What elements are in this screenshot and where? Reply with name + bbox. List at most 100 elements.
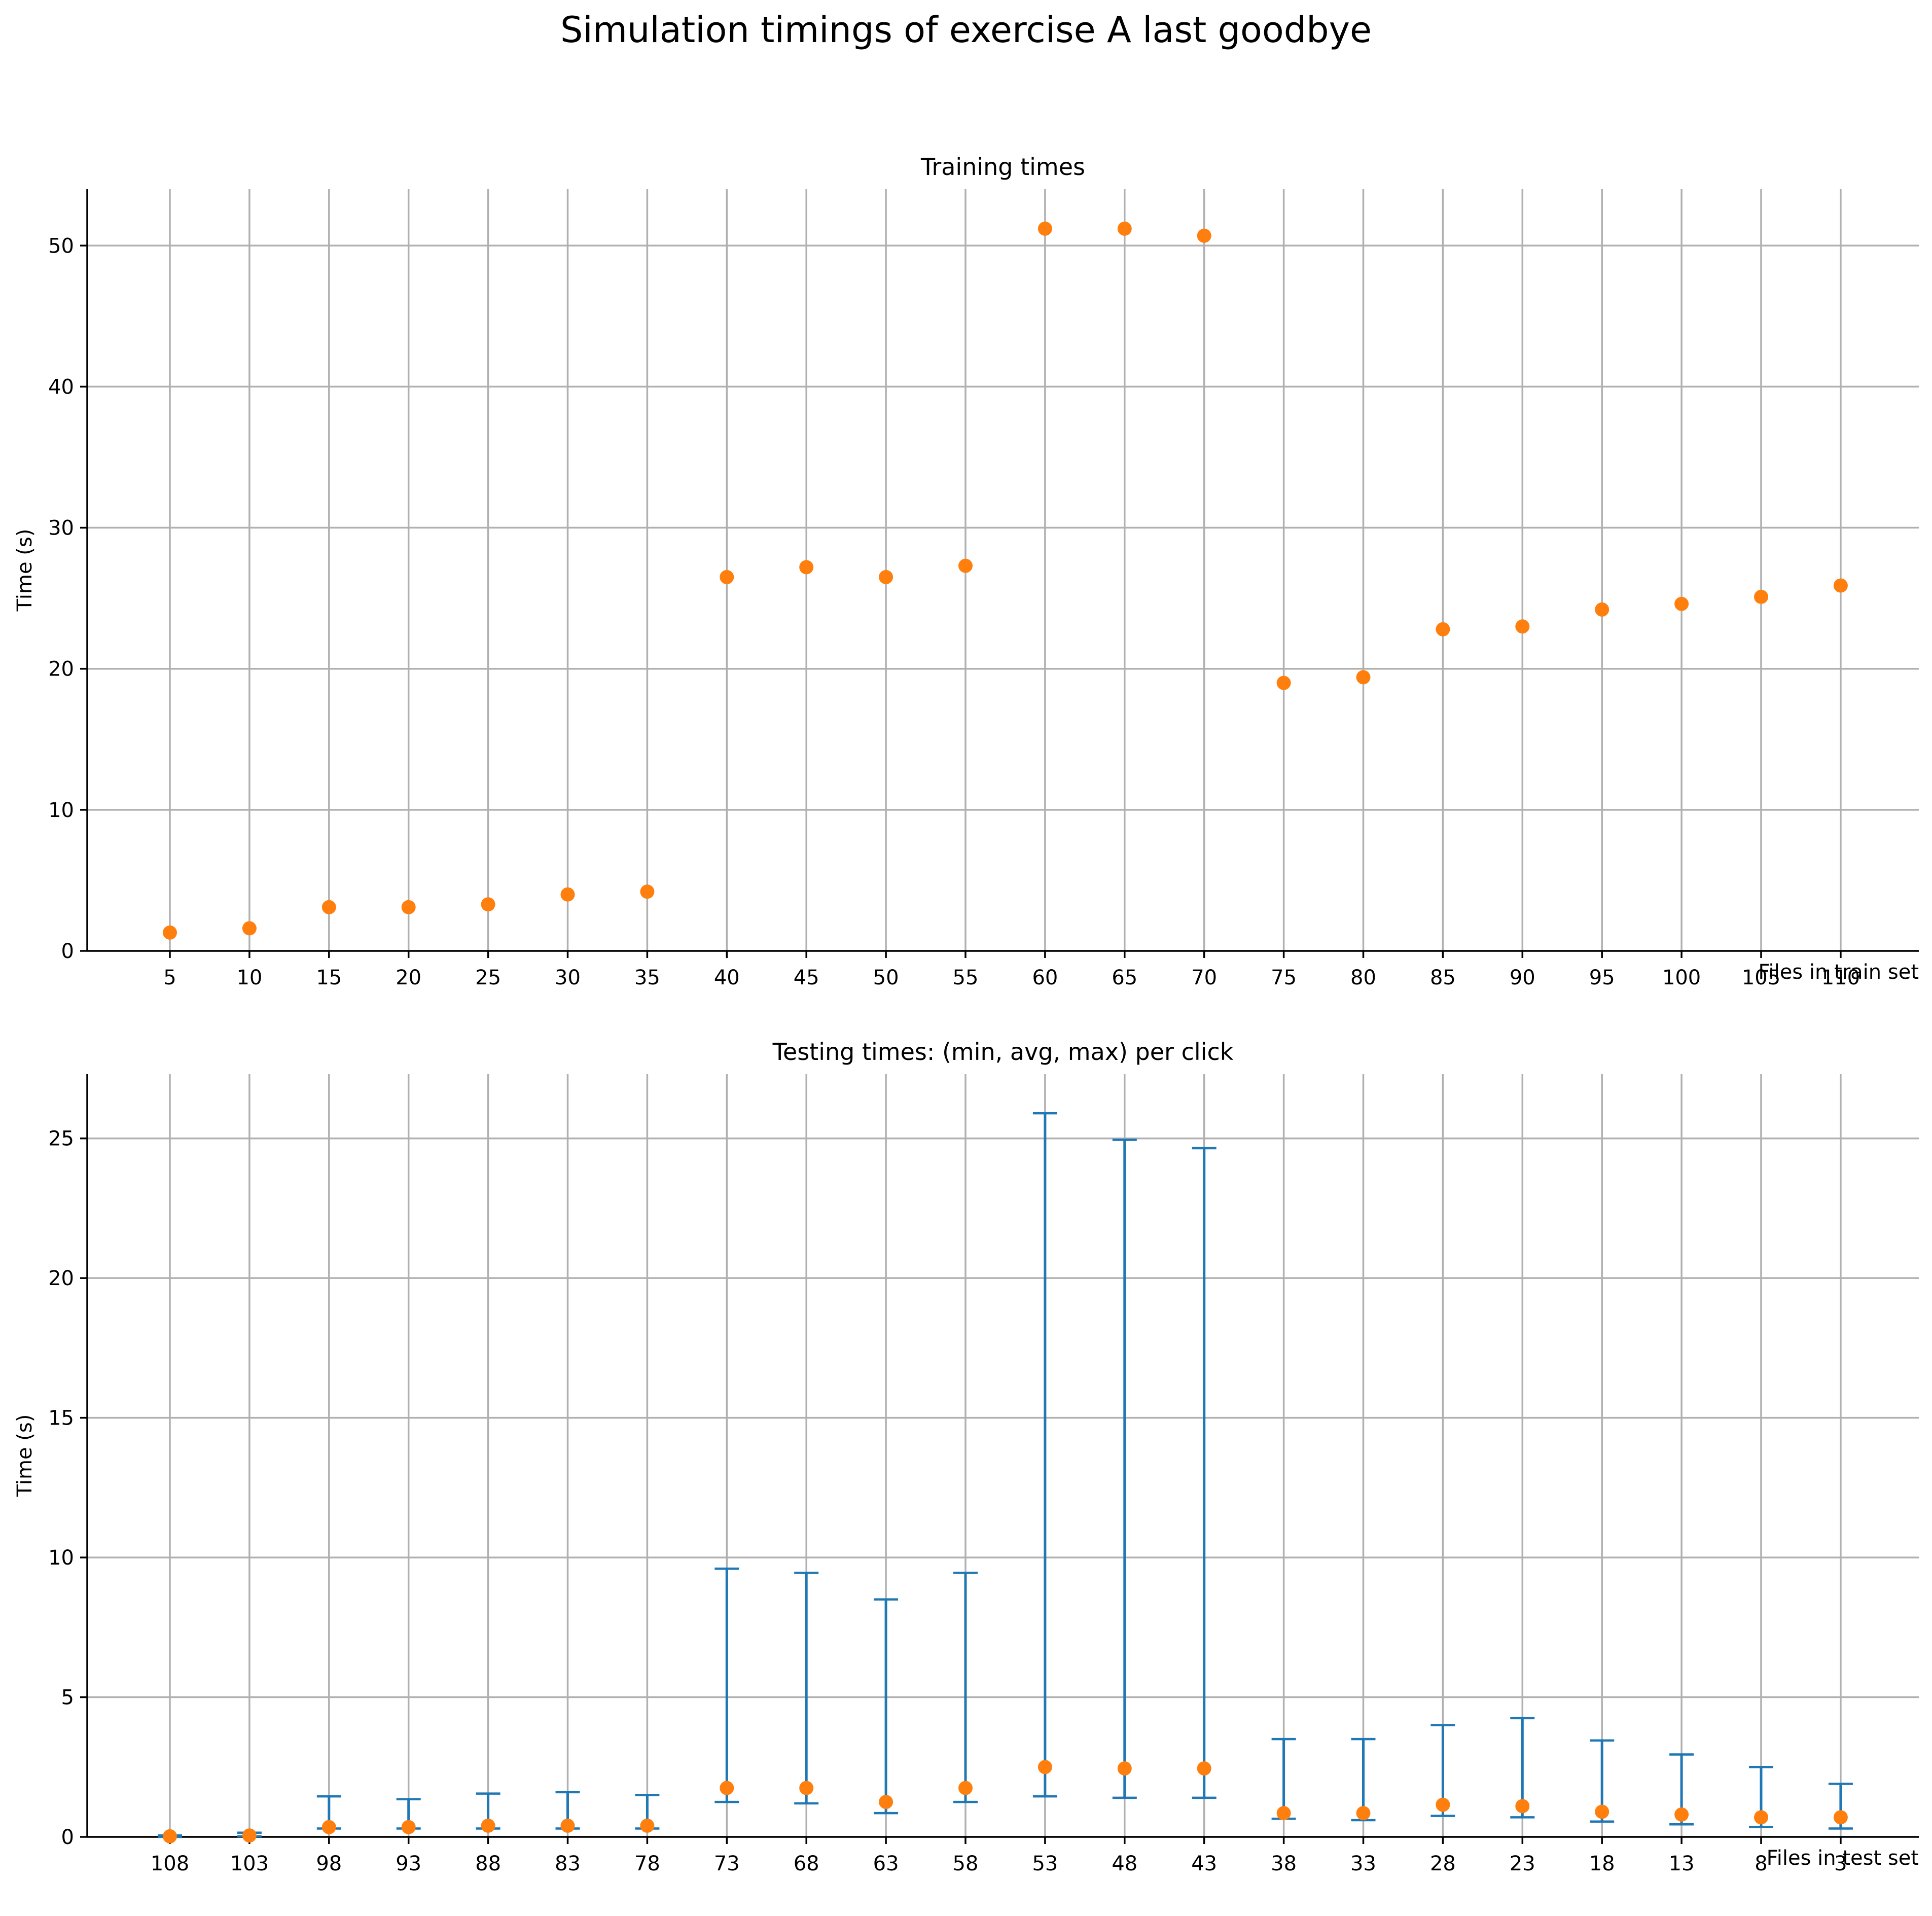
x-tick-label: 80 xyxy=(1350,966,1376,989)
x-tick-label: 35 xyxy=(634,966,660,989)
avg-point xyxy=(242,1828,257,1843)
x-tick-label: 110 xyxy=(1821,966,1860,989)
data-point xyxy=(481,897,495,912)
x-tick-label: 105 xyxy=(1742,966,1780,989)
data-point xyxy=(799,560,814,575)
data-point xyxy=(640,884,655,899)
x-tick-label: 70 xyxy=(1191,966,1217,989)
x-tick-label: 15 xyxy=(316,966,342,989)
avg-point xyxy=(879,1795,893,1809)
x-tick-label: 25 xyxy=(475,966,501,989)
avg-point xyxy=(321,1820,336,1834)
data-point xyxy=(720,570,734,584)
y-tick-label: 15 xyxy=(48,1407,74,1430)
x-tick-label: 13 xyxy=(1669,1852,1695,1875)
x-tick-label: 78 xyxy=(634,1852,660,1875)
x-tick-label: 53 xyxy=(1032,1852,1058,1875)
avg-point xyxy=(1754,1810,1768,1825)
y-axis-label: Time (s) xyxy=(13,529,37,612)
avg-point xyxy=(958,1781,973,1795)
data-point xyxy=(1197,228,1211,243)
data-point xyxy=(1595,602,1609,617)
x-tick-label: 10 xyxy=(236,966,262,989)
data-point xyxy=(1674,596,1689,611)
y-tick-label: 40 xyxy=(48,375,74,399)
x-tick-label: 93 xyxy=(396,1852,421,1875)
avg-point xyxy=(1595,1804,1609,1819)
avg-point xyxy=(799,1781,814,1795)
training-times-panel: 0 10 20 30 40 50 5 10 15 20 25 30 35 40 45 50 55 60 65 70 75… xyxy=(13,153,1919,989)
avg-point xyxy=(1833,1810,1848,1825)
avg-point xyxy=(163,1829,177,1843)
x-tick-label: 20 xyxy=(396,966,421,989)
data-point xyxy=(163,925,177,940)
data-point xyxy=(401,900,416,914)
data-point xyxy=(242,921,257,936)
x-tick-label: 100 xyxy=(1662,966,1701,989)
y-tick-label: 25 xyxy=(48,1127,74,1151)
avg-point xyxy=(560,1818,575,1833)
y-tick-label: 5 xyxy=(61,1686,74,1710)
data-point xyxy=(1356,670,1371,685)
data-point xyxy=(958,558,973,573)
avg-point xyxy=(720,1781,734,1795)
avg-point xyxy=(1674,1807,1689,1822)
x-tick-label: 33 xyxy=(1350,1852,1376,1875)
data-point xyxy=(1276,676,1291,690)
x-tick-label: 30 xyxy=(555,966,581,989)
x-tick-label: 50 xyxy=(873,966,899,989)
y-tick-label: 0 xyxy=(61,940,74,963)
x-axis-label: Files in train set xyxy=(1758,961,1919,984)
y-tick-label: 30 xyxy=(48,517,74,540)
avg-point xyxy=(1276,1806,1291,1821)
avg-point xyxy=(1197,1761,1211,1776)
x-tick-label: 28 xyxy=(1430,1852,1456,1875)
x-tick-label: 108 xyxy=(151,1852,189,1875)
x-tick-label: 75 xyxy=(1271,966,1297,989)
avg-point xyxy=(1356,1806,1371,1821)
x-tick-label: 90 xyxy=(1510,966,1535,989)
y-tick-label: 20 xyxy=(48,658,74,681)
avg-point xyxy=(1515,1799,1530,1814)
data-point xyxy=(1833,578,1848,593)
x-tick-label: 85 xyxy=(1430,966,1456,989)
avg-point xyxy=(481,1818,495,1833)
x-tick-label: 48 xyxy=(1112,1852,1137,1875)
data-point xyxy=(1754,589,1768,604)
x-tick-label: 18 xyxy=(1589,1852,1615,1875)
y-tick-label: 0 xyxy=(61,1826,74,1849)
x-tick-label: 83 xyxy=(555,1852,581,1875)
x-tick-label: 58 xyxy=(953,1852,979,1875)
avg-point xyxy=(640,1818,655,1833)
avg-point xyxy=(401,1820,416,1834)
y-tick-label: 10 xyxy=(48,1546,74,1570)
figure-title: Simulation timings of exercise A last go… xyxy=(560,9,1372,51)
data-point xyxy=(1436,622,1450,636)
panel-title: Training times xyxy=(920,153,1085,181)
x-tick-label: 73 xyxy=(714,1852,740,1875)
x-tick-label: 45 xyxy=(794,966,819,989)
y-tick-label: 20 xyxy=(48,1267,74,1290)
x-tick-label: 65 xyxy=(1112,966,1137,989)
y-tick-label: 10 xyxy=(48,799,74,822)
x-tick-label: 103 xyxy=(230,1852,269,1875)
data-point xyxy=(321,900,336,914)
x-tick-label: 98 xyxy=(316,1852,342,1875)
x-tick-label: 95 xyxy=(1589,966,1615,989)
panel-title: Testing times: (min, avg, max) per click xyxy=(772,1038,1234,1066)
x-tick-label: 5 xyxy=(163,966,176,989)
data-point xyxy=(1515,619,1530,634)
data-point xyxy=(560,887,575,902)
x-tick-label: 3 xyxy=(1834,1852,1847,1875)
x-tick-label: 55 xyxy=(953,966,979,989)
x-tick-label: 40 xyxy=(714,966,740,989)
avg-point xyxy=(1436,1797,1450,1812)
avg-point xyxy=(1117,1761,1132,1776)
x-tick-label: 38 xyxy=(1271,1852,1297,1875)
data-point xyxy=(1117,221,1132,236)
y-tick-label: 50 xyxy=(48,234,74,258)
data-point xyxy=(879,570,893,584)
x-tick-label: 60 xyxy=(1032,966,1058,989)
